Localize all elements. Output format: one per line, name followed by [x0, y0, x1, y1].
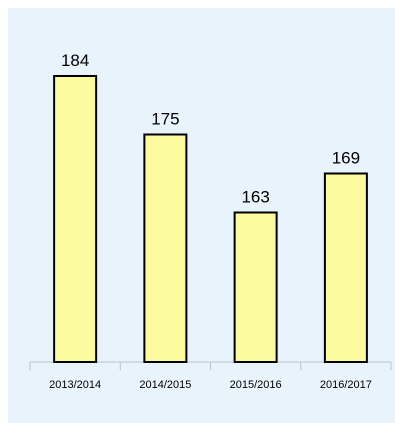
x-tick-labels: 2013/2014 2014/2015 2015/2016 2016/2017	[49, 379, 372, 391]
bar-2016-2017	[323, 172, 368, 363]
value-label: 169	[332, 149, 360, 168]
x-axis	[29, 361, 392, 370]
chart-panel: 184 175 163 169 2013/2014 2014/2015 2015/2016…	[8, 8, 395, 423]
bar-2014-2015	[143, 133, 188, 363]
value-labels: 184 175 163 169	[61, 51, 360, 207]
value-label: 184	[61, 51, 89, 70]
x-tick-label: 2016/2017	[320, 379, 372, 391]
x-tick-label: 2013/2014	[49, 379, 101, 391]
bar-chart: 184 175 163 169 2013/2014 2014/2015 2015/2016…	[29, 51, 392, 391]
bars	[53, 75, 368, 363]
x-tick-label: 2015/2016	[230, 379, 282, 391]
value-label: 175	[151, 110, 179, 129]
value-label: 163	[241, 188, 269, 207]
x-tick-label: 2014/2015	[139, 379, 191, 391]
bar-2013-2014	[53, 75, 98, 363]
bar-2015-2016	[233, 211, 278, 363]
